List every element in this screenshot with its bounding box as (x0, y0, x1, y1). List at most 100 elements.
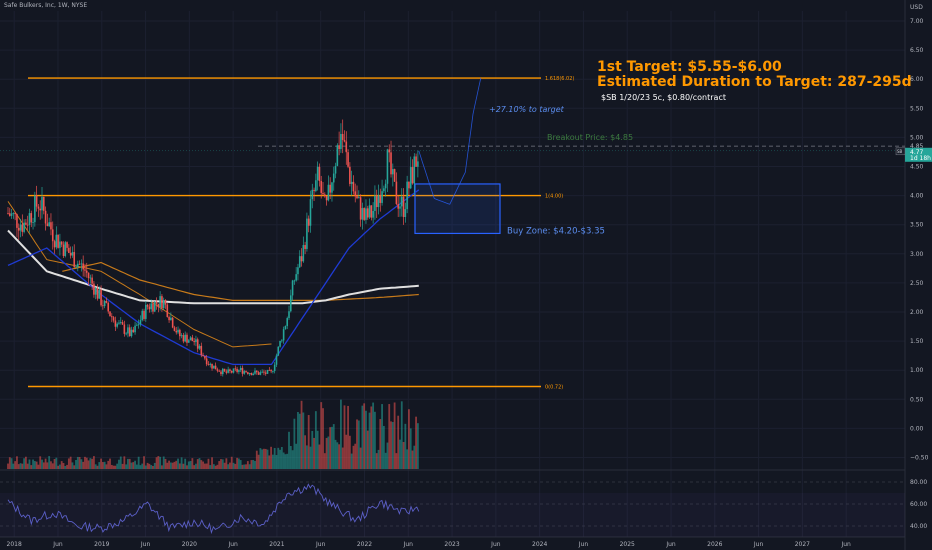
candle-body (298, 256, 301, 268)
candle-body (395, 181, 398, 204)
candle-body (91, 277, 93, 284)
volume-bar (37, 464, 40, 469)
volume-bar (331, 426, 333, 469)
candle-body (320, 181, 323, 193)
time-tick: 2019 (94, 541, 109, 548)
volume-bar (252, 459, 255, 469)
candle-body (383, 188, 385, 192)
volume-bar (263, 448, 265, 469)
volume-bar (363, 403, 366, 469)
breakout-tag: 4.85 (910, 143, 924, 150)
candle-body (334, 165, 337, 174)
candle-body (21, 224, 24, 232)
volume-bar (159, 456, 162, 469)
candle-body (127, 327, 129, 334)
volume-bar (182, 463, 185, 469)
candle-body (218, 370, 221, 372)
volume-bar (302, 412, 305, 469)
option-note: $SB 1/20/23 5c, $0.80/contract (601, 93, 726, 102)
ma-mid-orange (62, 261, 419, 301)
price-tick: 0.50 (910, 396, 924, 403)
time-tick: Jun (840, 541, 851, 548)
candle-body (390, 152, 392, 175)
volume-bar (246, 461, 249, 469)
candle-body (25, 222, 27, 225)
volume-bar (227, 464, 230, 469)
volume-bar (293, 418, 296, 469)
candle-body (377, 195, 380, 208)
candle-body (261, 371, 263, 373)
candle-body (161, 296, 163, 309)
candle-body (247, 372, 249, 374)
candle-body (14, 213, 16, 215)
price-tick: 6.50 (910, 47, 924, 54)
candle-body (171, 317, 174, 328)
candle-body (400, 196, 403, 207)
fib-label: 1.618(6.02) (545, 76, 574, 82)
volume-bar (280, 446, 283, 469)
candle-body (73, 252, 76, 268)
candle-body (220, 371, 222, 375)
pct-to-target-label: +27.10% to target (489, 105, 565, 114)
candle-body (350, 181, 353, 184)
candle-body (273, 364, 276, 372)
candle-body (64, 242, 67, 256)
volume-bar (391, 422, 394, 469)
time-tick: Jun (665, 541, 676, 548)
volume-bar (7, 463, 9, 469)
candle-body (379, 195, 382, 203)
candle-body (331, 182, 333, 193)
volume-bar (239, 460, 242, 469)
candle-body (263, 371, 265, 373)
candle-body (361, 208, 364, 220)
volume-bar (237, 458, 240, 469)
candle-body (347, 152, 349, 167)
candle-body (270, 369, 272, 372)
candle-body (205, 358, 208, 365)
candle-body (324, 194, 326, 197)
candle-body (372, 211, 374, 218)
volume-bar (107, 460, 110, 469)
candle-body (195, 339, 197, 343)
candle-body (182, 335, 185, 342)
volume-bar (60, 461, 63, 469)
volume-bar (203, 463, 206, 469)
rsi-line (7, 483, 420, 535)
volume-bar (384, 452, 387, 469)
candle-body (196, 339, 199, 349)
volume-bar (112, 465, 115, 469)
volume-bar (234, 463, 237, 469)
volume-bar (127, 458, 129, 469)
rsi-tick: 40.00 (910, 523, 927, 530)
candle-body (293, 280, 296, 282)
candle-body (137, 324, 140, 326)
candle-body (286, 318, 289, 327)
volume-bar (220, 459, 222, 469)
volume-bar (28, 459, 31, 469)
candle-body (356, 196, 358, 199)
candle-body (75, 266, 77, 268)
time-tick: Jun (578, 541, 589, 548)
candle-body (239, 367, 242, 371)
volume-bar (399, 439, 401, 469)
candle-body (216, 369, 219, 371)
volume-bar (96, 465, 99, 469)
volume-bar (354, 443, 357, 469)
time-tick: 2023 (444, 541, 459, 548)
candle-body (123, 324, 126, 334)
candle-body (375, 195, 378, 208)
fib-label: 1(4.00) (545, 194, 563, 200)
volume-bar (94, 464, 97, 469)
volume-bar (139, 465, 142, 469)
volume-bar (377, 449, 380, 469)
volume-bar (135, 464, 138, 469)
candle-body (252, 373, 255, 376)
volume-bar (288, 431, 290, 469)
candle-body (352, 181, 355, 192)
candle-body (89, 277, 92, 279)
candle-body (32, 222, 34, 223)
candle-body (241, 367, 244, 374)
candle-body (341, 133, 344, 140)
chart-labels: Breakout Price: $4.85 Buy Zone: $4.20-$3.… (489, 105, 633, 236)
candle-body (250, 372, 253, 376)
